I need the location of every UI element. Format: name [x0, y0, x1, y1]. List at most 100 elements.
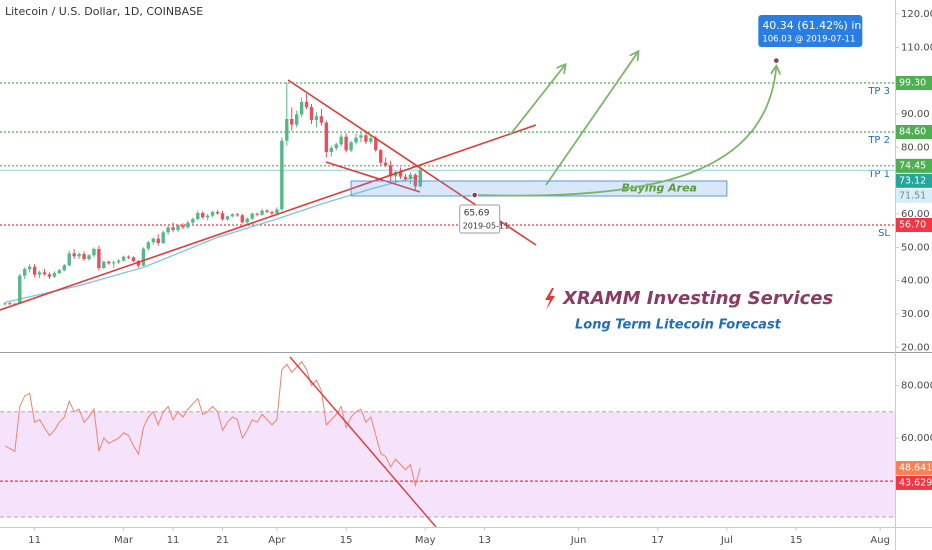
- candle-body: [176, 225, 180, 230]
- rsi-pane: [0, 360, 895, 518]
- drawings: Buying Area 65.69 2019-05-11: [0, 52, 780, 311]
- rsi-tick-label: 80.0000: [901, 380, 932, 391]
- candle-body: [166, 227, 170, 233]
- rsi-tick-label: 60.0000: [901, 433, 932, 444]
- price-label: 74.45: [899, 160, 926, 171]
- trend-line: [0, 124, 537, 311]
- candle-body: [364, 135, 368, 142]
- candle-body: [403, 176, 408, 179]
- level-name: TP 2: [867, 135, 890, 146]
- candle-body: [235, 214, 240, 216]
- entry-value: 65.69: [464, 209, 490, 219]
- candle-body: [27, 266, 32, 269]
- candle-body: [250, 213, 254, 219]
- price-label: 43.6297: [899, 477, 932, 488]
- price-label: 84.60: [899, 127, 926, 138]
- candle-body: [304, 102, 309, 107]
- candle-body: [131, 257, 136, 261]
- candle-body: [398, 172, 403, 177]
- candle-body: [388, 165, 393, 177]
- candle-body: [126, 256, 131, 258]
- projection-arrow: [545, 52, 638, 186]
- level-name: SL: [878, 228, 890, 239]
- candle-body: [374, 138, 378, 150]
- candle-body: [72, 253, 76, 257]
- price-label: 71.51: [899, 190, 926, 201]
- price-label-box: [896, 76, 932, 90]
- target-detail: 106.03 @ 2019-07-11: [762, 35, 855, 45]
- candle-body: [107, 261, 111, 264]
- candle-body: [339, 136, 343, 145]
- y-tick-label: 90.00: [901, 109, 930, 120]
- candle-body: [210, 212, 215, 216]
- candle-body: [151, 238, 155, 243]
- axes: 20.00 30.00 40.00 50.00 60.00 80.00 90.00 110.0…: [28, 9, 932, 546]
- candle-body: [314, 116, 319, 120]
- price-label-box: [896, 173, 932, 188]
- candle-body: [294, 114, 299, 125]
- candle-body: [270, 212, 274, 214]
- candle-body: [102, 261, 106, 268]
- candle-body: [156, 238, 160, 243]
- candle-body: [171, 227, 175, 230]
- x-tick-label: Jul: [720, 535, 733, 546]
- candle-body: [205, 215, 210, 218]
- candle-body: [196, 213, 200, 219]
- projection-arrow: [509, 65, 565, 136]
- level-name: TP 1: [867, 169, 890, 180]
- candle-body: [265, 210, 269, 212]
- candle-body: [23, 269, 27, 276]
- candle-body: [290, 119, 294, 125]
- candle-body: [121, 256, 126, 261]
- candle-body: [324, 122, 329, 152]
- candle-body: [359, 135, 363, 138]
- x-tick-label: 11: [167, 535, 180, 546]
- candle-body: [186, 222, 190, 228]
- price-label: 99.30: [899, 78, 926, 89]
- candle-body: [240, 215, 244, 223]
- candle-body: [275, 209, 279, 214]
- y-tick-label: 50.00: [901, 242, 930, 253]
- candle-body: [62, 265, 66, 271]
- x-tick-label: 15: [790, 535, 803, 546]
- target-point: [773, 57, 780, 64]
- target-text: 40.34 (61.42%) in 61d: [762, 19, 886, 32]
- candle-body: [260, 210, 264, 215]
- trend-line: [325, 161, 421, 193]
- candle-body: [161, 232, 165, 243]
- candle-body: [285, 119, 289, 141]
- candle-body: [319, 116, 324, 123]
- moving-average: [4, 175, 421, 303]
- candle-body: [349, 142, 353, 151]
- candle-body: [8, 303, 12, 305]
- projection-curve: [474, 67, 777, 197]
- candle-body: [379, 150, 383, 163]
- candle-body: [57, 270, 62, 273]
- x-tick-label: 13: [478, 535, 491, 546]
- candle-body: [369, 138, 373, 142]
- candle-body: [225, 216, 230, 220]
- brand-name: XRAMM Investing Services: [562, 288, 833, 309]
- candle-body: [220, 213, 225, 220]
- candle-body: [82, 254, 86, 259]
- candle-body: [344, 136, 348, 151]
- x-tick-label: May: [415, 535, 436, 546]
- x-tick-label: 15: [340, 535, 353, 546]
- y-tick-label: 20.00: [901, 342, 930, 353]
- candle-body: [181, 225, 185, 228]
- candle-body: [18, 275, 22, 304]
- candle-body: [418, 170, 423, 187]
- x-tick-label: 17: [651, 535, 664, 546]
- candle-body: [97, 249, 101, 268]
- candle-body: [354, 137, 358, 143]
- candle-body: [52, 273, 57, 277]
- candle-body: [47, 274, 52, 277]
- candle-body: [32, 266, 37, 275]
- candle-body: [77, 254, 81, 257]
- candle-body: [280, 140, 284, 210]
- x-tick-label: Jun: [570, 535, 587, 546]
- y-tick-label: 40.00: [901, 276, 930, 287]
- candle-body: [255, 213, 259, 215]
- rsi-line: [4, 360, 421, 488]
